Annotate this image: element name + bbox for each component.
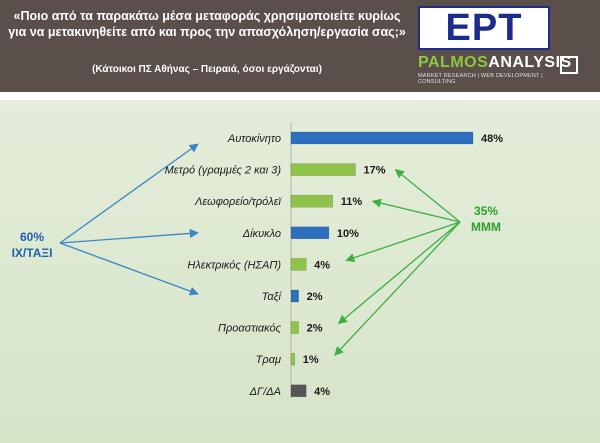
pollster-name-part1: PALMOS (418, 54, 489, 71)
palmos-square-icon (560, 56, 578, 74)
bar-7 (290, 352, 296, 366)
category-label: ΔΓ/ΔΑ (249, 386, 281, 398)
bar-0 (290, 131, 474, 145)
pollster-tagline: MARKET RESEARCH | WEB DEVELOPMENT | CONS… (418, 73, 543, 85)
category-label: Ηλεκτρικός (ΗΣΑΠ) (187, 259, 281, 271)
bar-5 (290, 289, 299, 303)
category-label: Αυτοκίνητο (227, 133, 281, 145)
value-label: 2% (307, 291, 323, 303)
bar-1 (290, 163, 356, 176)
value-label: 2% (307, 323, 323, 335)
private-transport-label: ΙΧ/ΤΑΞΙ (12, 246, 53, 260)
public-arrow (394, 169, 461, 223)
question-title: «Ποιο από τα παρακάτω μέσα μεταφοράς χρη… (8, 9, 406, 39)
public-arrow (371, 198, 461, 223)
category-label: Ταξί (262, 291, 283, 303)
private-transport-pct: 60% (20, 230, 44, 244)
bar-8 (290, 384, 307, 398)
bar-6 (290, 321, 299, 334)
category-label: Μετρό (γραμμές 2 και 3) (165, 165, 282, 177)
public-transport-pct: 35% (474, 204, 498, 218)
value-label: 1% (303, 354, 319, 366)
bar-3 (290, 226, 330, 240)
pollster-name: PALMOSANALYSIS (418, 54, 578, 72)
question-subtitle: (Κάτοικοι ΠΣ Αθήνας – Πειραιά, όσοι εργά… (92, 64, 322, 75)
public-transport-label: ΜΜΜ (471, 220, 501, 234)
value-label: 10% (337, 228, 359, 240)
bars-group: Αυτοκίνητο 48% Μετρό (γραμμές 2 και 3) 17% Λ… (165, 131, 503, 398)
value-label: 17% (363, 165, 385, 177)
header-banner: «Ποιο από τα παρακάτω μέσα μεταφοράς χρη… (0, 0, 600, 92)
pollster-name-part2: ANALYSIS (488, 54, 572, 71)
category-label: Προαστιακός (218, 323, 282, 335)
category-label: Λεωφορείο/τρόλεϊ (194, 196, 283, 208)
private-arrow (59, 242, 199, 296)
bar-2 (290, 194, 333, 208)
value-label: 48% (481, 133, 503, 145)
annotation-arrows (59, 143, 461, 356)
public-arrow (334, 221, 461, 356)
private-arrow (59, 143, 199, 244)
public-arrow (337, 221, 461, 325)
category-label: Δίκυκλο (242, 228, 281, 240)
private-arrow (59, 228, 199, 244)
category-label: Τραμ (256, 354, 281, 366)
public-arrow (345, 221, 461, 263)
bar-4 (290, 258, 307, 271)
value-label: 11% (341, 196, 363, 208)
value-label: 4% (314, 386, 330, 398)
ept-logo: EPT (418, 6, 550, 50)
value-label: 4% (314, 259, 330, 271)
palmos-analysis-logo: PALMOSANALYSIS MARKET RESEARCH | WEB DEV… (418, 54, 578, 85)
